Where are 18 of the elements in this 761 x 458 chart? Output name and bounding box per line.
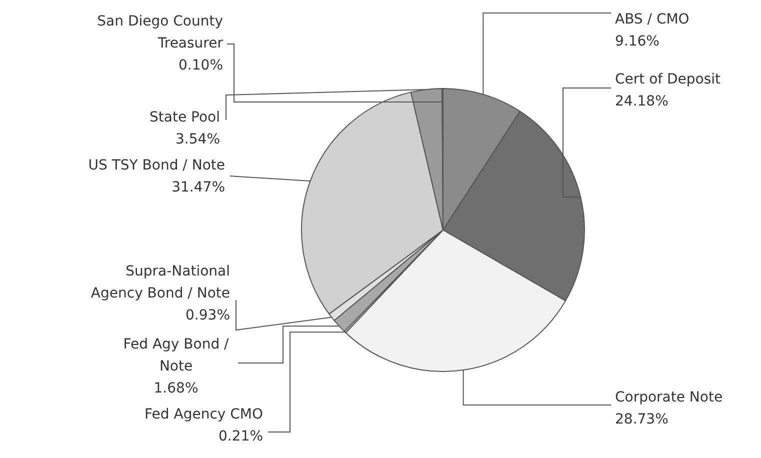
data-label: 28.73% [615,412,668,428]
slice-label: State Pool [150,110,220,126]
data-label: 0.21% [218,428,263,445]
slice-label: Supra-National Agency Bond / Note [90,264,230,302]
data-label: 0.93% [186,308,230,324]
slice-label: US TSY Bond / Note [88,158,225,174]
slice-label: Fed Agy Bond / Note [123,336,230,375]
slice-label: Fed Agency CMO [144,406,263,423]
slice-label: San Diego County Treasurer [97,14,224,52]
slice-label: ABS / CMO [615,12,690,28]
data-label: 3.54% [176,132,220,148]
slice-label: Cert of Deposit [615,72,722,88]
data-label: 31.47% [172,180,225,196]
data-label: 1.68% [154,380,198,397]
data-label: 24.18% [615,94,668,110]
slice-label: Corporate Note [615,390,723,406]
data-label: 0.10% [178,58,223,74]
data-label: 9.16% [615,34,660,50]
